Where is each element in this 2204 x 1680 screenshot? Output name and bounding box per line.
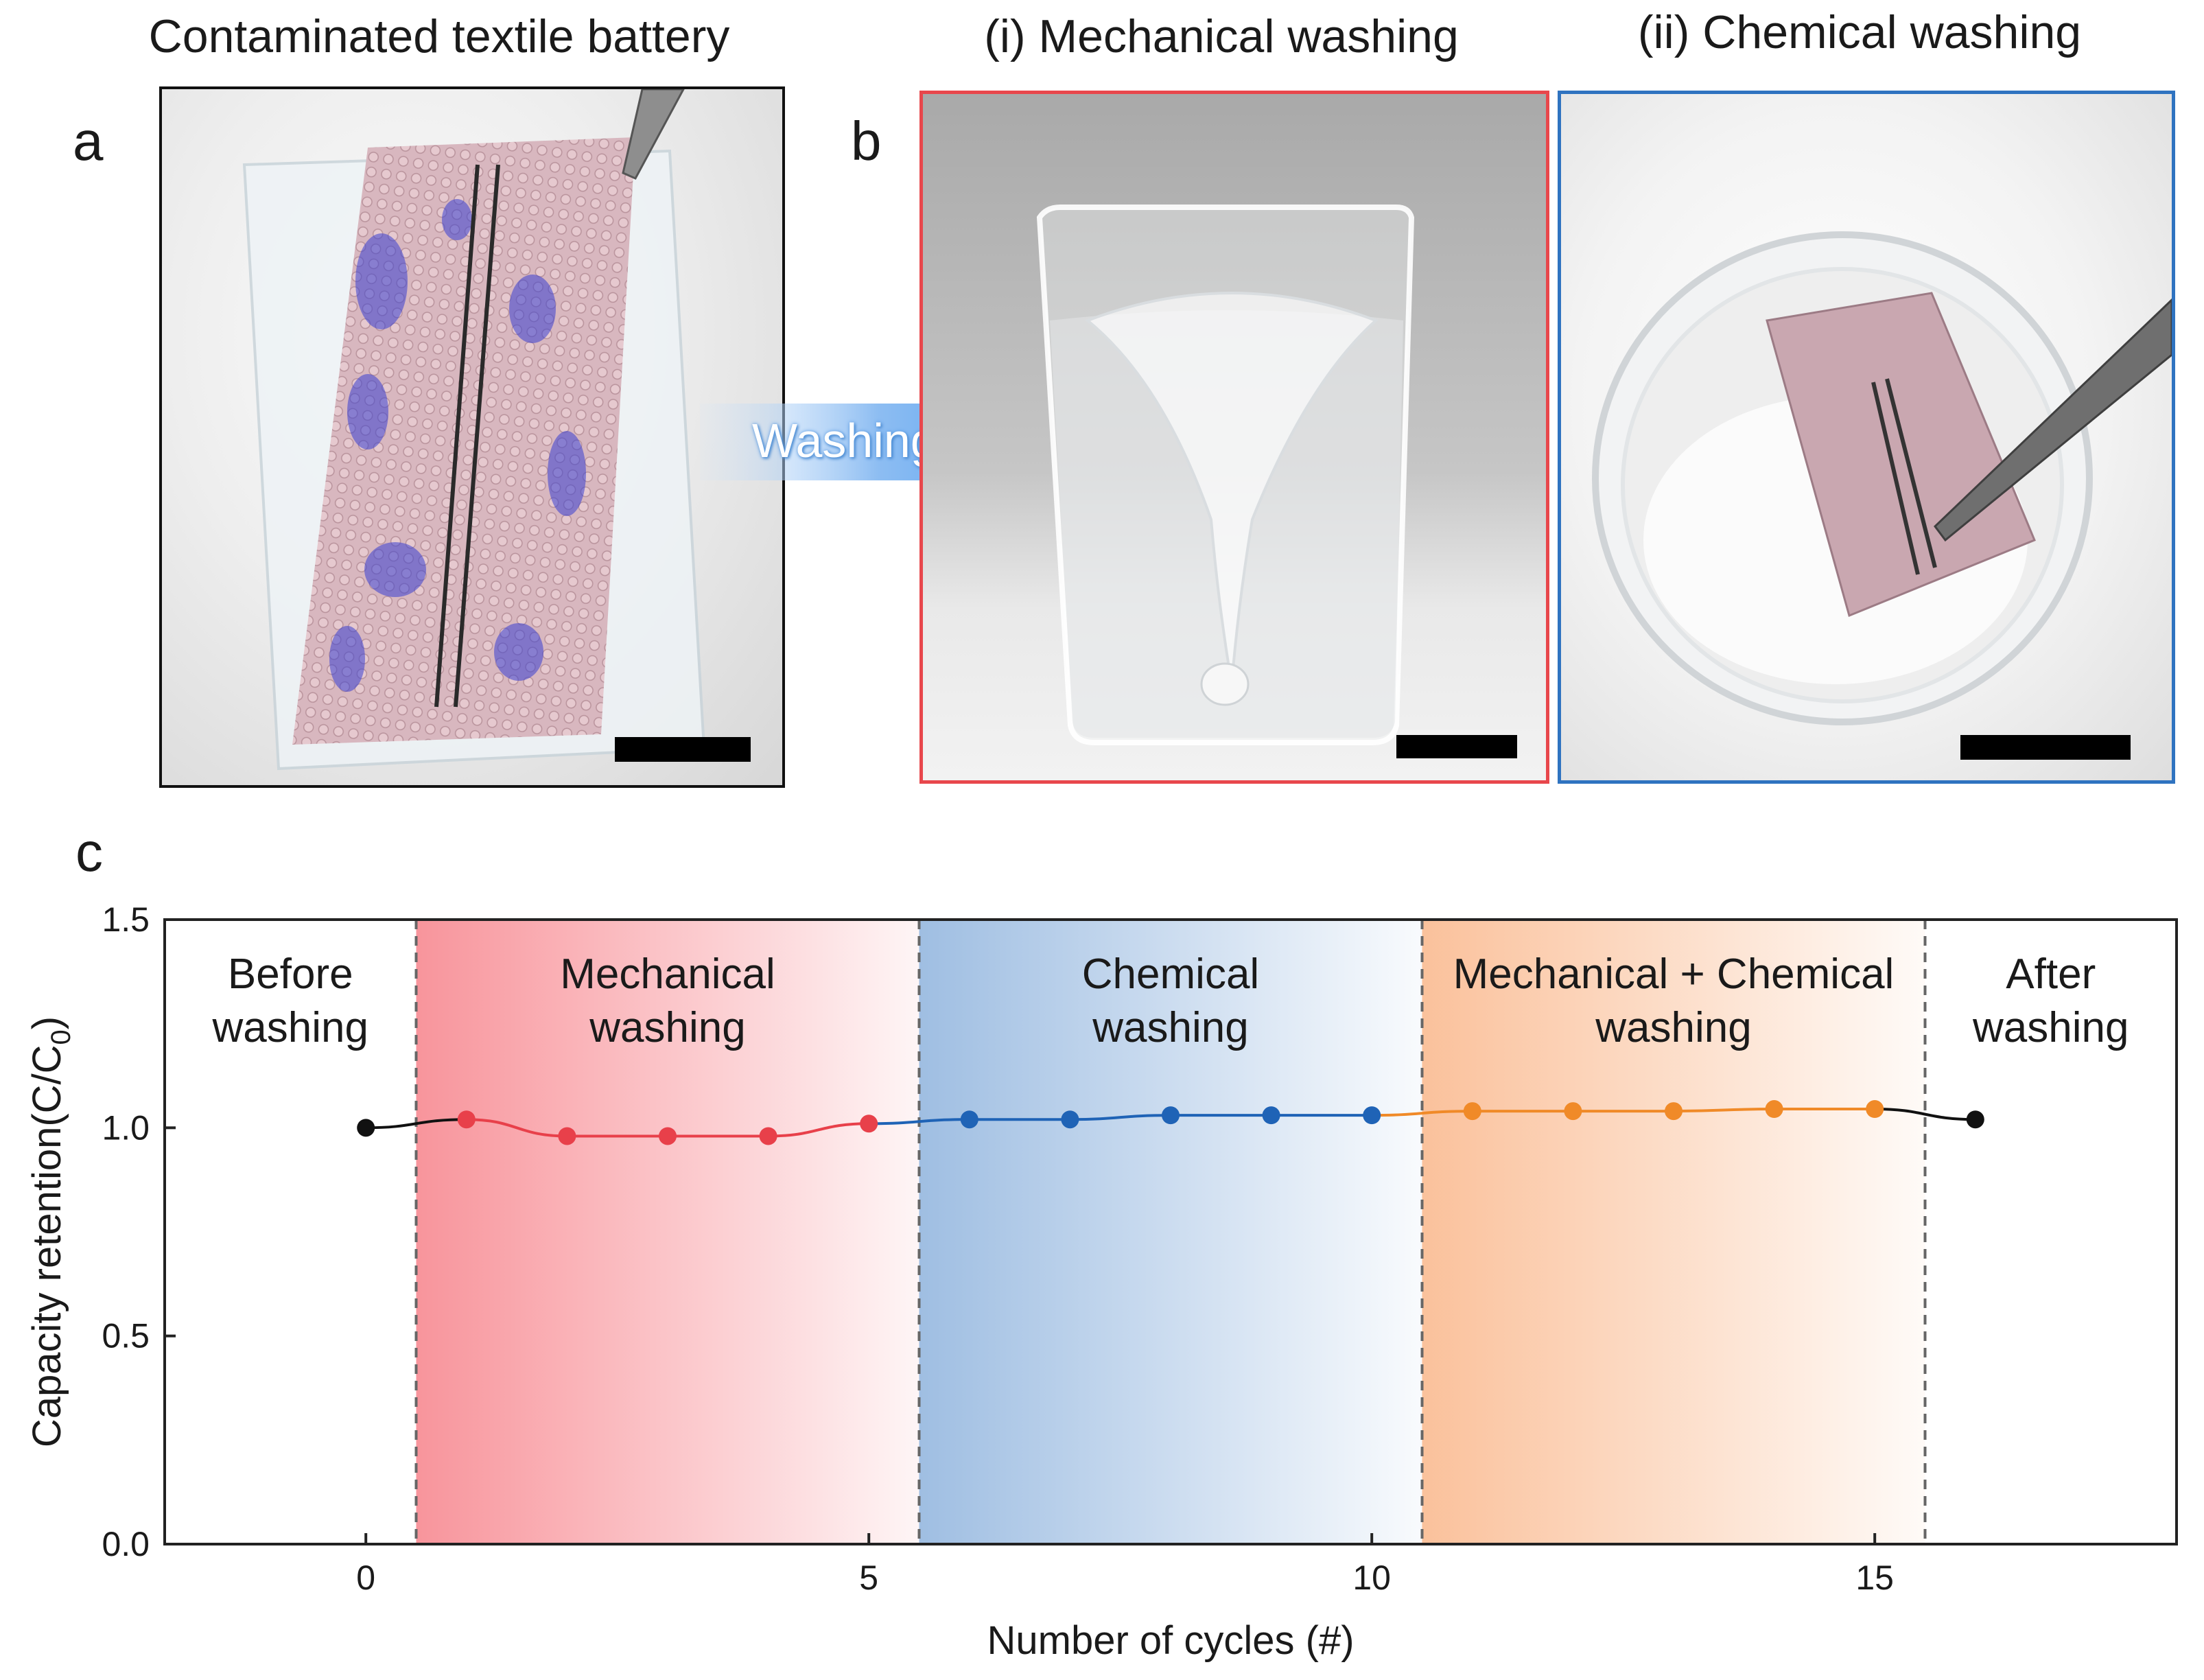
series-line-segment xyxy=(869,1118,970,1125)
data-point-chemical-washing xyxy=(1363,1106,1381,1125)
region-label-mechanical: Mechanical xyxy=(560,950,775,998)
x-tick-label: 10 xyxy=(1352,1559,1391,1597)
region-label-before: washing xyxy=(212,1004,368,1051)
series-line-segment xyxy=(1372,1110,1473,1117)
y-tick-label: 1.0 xyxy=(102,1108,150,1147)
region-label-chemical: Chemical xyxy=(1082,950,1259,998)
panel-b-i-title: (i) Mechanical washing xyxy=(984,10,1459,62)
series-line-segment xyxy=(768,1122,869,1138)
tweezers xyxy=(1934,298,2172,542)
data-point-chemical-washing xyxy=(960,1110,978,1129)
data-point-mechanical-washing xyxy=(759,1127,777,1145)
data-point-mechanical-chemical-washing xyxy=(1564,1102,1582,1121)
y-axis-title: Capacity retention(C/C0) xyxy=(25,1016,76,1447)
contamination-stains xyxy=(329,199,586,692)
washing-arrow-label: Washing xyxy=(752,414,937,467)
data-point-mechanical-chemical-washing xyxy=(1765,1100,1783,1119)
data-point-before-washing xyxy=(357,1119,375,1137)
x-axis-title: Number of cycles (#) xyxy=(987,1618,1354,1663)
dish-illustration xyxy=(1592,231,2172,725)
data-point-mechanical-washing xyxy=(860,1115,878,1133)
scale-bar xyxy=(615,737,751,762)
region-label-combined: washing xyxy=(1595,1004,1751,1051)
region-label-combined: Mechanical + Chemical xyxy=(1453,950,1895,998)
region-label-mechanical: washing xyxy=(589,1004,745,1051)
region-chemical xyxy=(919,920,1422,1544)
panel-a-title: Contaminated textile battery xyxy=(148,10,730,62)
fabric-in-dish xyxy=(1766,292,2036,618)
series-line-segment xyxy=(1875,1108,1976,1121)
beaker-illustration xyxy=(1036,205,1415,745)
panel-b-letter: b xyxy=(851,110,882,172)
electrode-line xyxy=(454,164,500,708)
chemical-washing-photo xyxy=(1558,91,2175,784)
x-tick-label: 0 xyxy=(356,1559,375,1597)
electrode-line xyxy=(434,164,480,708)
data-point-chemical-washing xyxy=(1061,1110,1079,1129)
series-line-segment xyxy=(466,1118,567,1138)
scale-bar xyxy=(1396,735,1517,758)
mechanical-washing-photo xyxy=(919,91,1549,784)
panel-b-ii-title: (ii) Chemical washing xyxy=(1637,6,2082,58)
data-point-mechanical-chemical-washing xyxy=(1866,1100,1884,1119)
data-point-chemical-washing xyxy=(1262,1106,1280,1125)
x-tick-label: 5 xyxy=(859,1559,878,1597)
data-point-after-washing xyxy=(1966,1110,1984,1129)
series-line-segment xyxy=(1070,1114,1171,1121)
region-combined xyxy=(1422,920,1925,1544)
x-tick-label: 15 xyxy=(1855,1559,1894,1597)
plot-frame xyxy=(163,918,2178,1545)
data-point-mechanical-washing xyxy=(558,1127,576,1145)
data-point-mechanical-chemical-washing xyxy=(1665,1102,1683,1121)
region-label-after: washing xyxy=(1972,1004,2129,1051)
panel-a-letter: a xyxy=(73,110,104,172)
scale-bar xyxy=(1960,735,2131,760)
data-point-mechanical-washing xyxy=(457,1110,476,1129)
data-point-mechanical-washing xyxy=(659,1127,677,1145)
region-mechanical xyxy=(416,920,919,1544)
y-tick-label: 0.0 xyxy=(102,1525,150,1563)
panel-c-letter: c xyxy=(75,821,103,883)
region-label-after: After xyxy=(2006,950,2096,998)
data-point-mechanical-chemical-washing xyxy=(1463,1102,1481,1121)
panel-a-photo xyxy=(159,86,785,788)
tweezers xyxy=(622,89,685,180)
data-point-chemical-washing xyxy=(1162,1106,1180,1125)
series-line-segment xyxy=(366,1118,467,1130)
region-label-chemical: washing xyxy=(1092,1004,1248,1051)
region-label-before: Before xyxy=(228,950,353,998)
y-tick-label: 1.5 xyxy=(102,900,150,939)
y-tick-label: 0.5 xyxy=(102,1317,150,1355)
series-line-segment xyxy=(1673,1108,1774,1113)
